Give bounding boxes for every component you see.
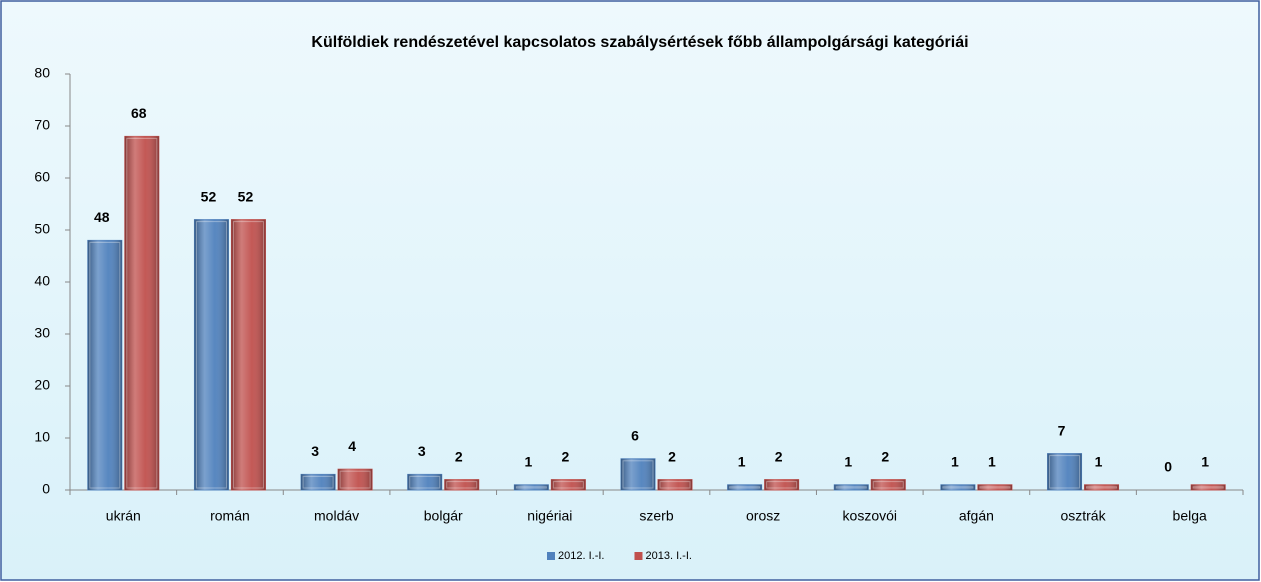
bar bbox=[1084, 484, 1120, 491]
data-label: 48 bbox=[94, 209, 110, 225]
y-tick-label: 60 bbox=[34, 169, 50, 185]
data-label: 1 bbox=[844, 454, 852, 470]
data-label: 3 bbox=[418, 443, 426, 459]
bar bbox=[513, 484, 549, 491]
data-label: 68 bbox=[131, 105, 147, 121]
bar-bevel bbox=[409, 475, 441, 489]
bar-bevel bbox=[942, 486, 974, 489]
x-tick-label: nigériai bbox=[527, 508, 572, 524]
x-tick-label: bolgár bbox=[424, 508, 463, 524]
x-tick-label: orosz bbox=[746, 508, 780, 524]
data-label: 2 bbox=[668, 448, 676, 464]
bar-bevel bbox=[515, 486, 547, 489]
bar bbox=[193, 219, 229, 491]
legend-label: 2013. I.-I. bbox=[645, 550, 691, 562]
data-label: 3 bbox=[311, 443, 319, 459]
y-tick-label: 80 bbox=[34, 65, 50, 81]
x-tick-label: afgán bbox=[959, 508, 994, 524]
bar-bevel bbox=[659, 481, 691, 489]
chart-title: Külföldiek rendészetével kapcsolatos sza… bbox=[311, 34, 968, 51]
data-label: 4 bbox=[348, 438, 356, 454]
x-tick-label: román bbox=[210, 508, 250, 524]
data-label: 2 bbox=[881, 448, 889, 464]
bar-bevel bbox=[89, 241, 121, 489]
legend-swatch bbox=[547, 552, 555, 560]
x-tick-label: osztrák bbox=[1060, 508, 1106, 524]
bar-bevel bbox=[979, 486, 1011, 489]
data-label: 1 bbox=[524, 454, 532, 470]
bar-bevel bbox=[1086, 486, 1118, 489]
bar-bevel bbox=[552, 481, 584, 489]
bar bbox=[977, 484, 1013, 491]
bar-bevel bbox=[622, 460, 654, 489]
legend-label: 2012. I.-I. bbox=[558, 550, 604, 562]
y-tick-label: 40 bbox=[34, 273, 50, 289]
data-label: 7 bbox=[1058, 422, 1066, 438]
data-label: 52 bbox=[201, 188, 217, 204]
data-label: 1 bbox=[1095, 454, 1103, 470]
bar bbox=[230, 219, 266, 491]
bar bbox=[833, 484, 869, 491]
bar-bevel bbox=[1192, 486, 1224, 489]
bar bbox=[940, 484, 976, 491]
bar-bevel bbox=[446, 481, 478, 489]
y-tick-label: 10 bbox=[34, 429, 50, 445]
data-label: 1 bbox=[988, 454, 996, 470]
bar bbox=[1190, 484, 1226, 491]
data-label: 1 bbox=[1201, 454, 1209, 470]
bar-bevel bbox=[302, 475, 334, 489]
bar-bevel bbox=[872, 481, 904, 489]
bar bbox=[87, 239, 123, 491]
data-label: 6 bbox=[631, 428, 639, 444]
data-label: 2 bbox=[455, 448, 463, 464]
data-label: 2 bbox=[775, 448, 783, 464]
data-label: 2 bbox=[561, 448, 569, 464]
bar-bevel bbox=[339, 470, 371, 489]
y-tick-label: 30 bbox=[34, 325, 50, 341]
bar-bevel bbox=[1049, 455, 1081, 489]
y-tick-label: 50 bbox=[34, 221, 50, 237]
bar bbox=[124, 135, 160, 491]
legend-swatch bbox=[634, 552, 643, 560]
data-label: 1 bbox=[951, 454, 959, 470]
x-tick-label: koszovói bbox=[843, 508, 897, 524]
bar-bevel bbox=[126, 137, 158, 489]
y-tick-label: 20 bbox=[34, 377, 50, 393]
bar bbox=[620, 458, 656, 491]
x-tick-label: szerb bbox=[639, 508, 673, 524]
bar-bevel bbox=[729, 486, 761, 489]
bar bbox=[1047, 453, 1083, 491]
x-tick-label: ukrán bbox=[106, 508, 141, 524]
bar-bevel bbox=[232, 221, 264, 489]
data-label: 52 bbox=[238, 188, 254, 204]
bar bbox=[337, 468, 373, 491]
data-label: 0 bbox=[1164, 459, 1172, 475]
x-tick-label: moldáv bbox=[314, 508, 359, 524]
y-tick-label: 0 bbox=[42, 481, 50, 497]
bar-bevel bbox=[195, 221, 227, 489]
bar-bevel bbox=[766, 481, 798, 489]
bar-bevel bbox=[835, 486, 867, 489]
y-tick-label: 70 bbox=[34, 117, 50, 133]
data-label: 1 bbox=[738, 454, 746, 470]
bar bbox=[727, 484, 763, 491]
x-tick-label: belga bbox=[1173, 508, 1207, 524]
